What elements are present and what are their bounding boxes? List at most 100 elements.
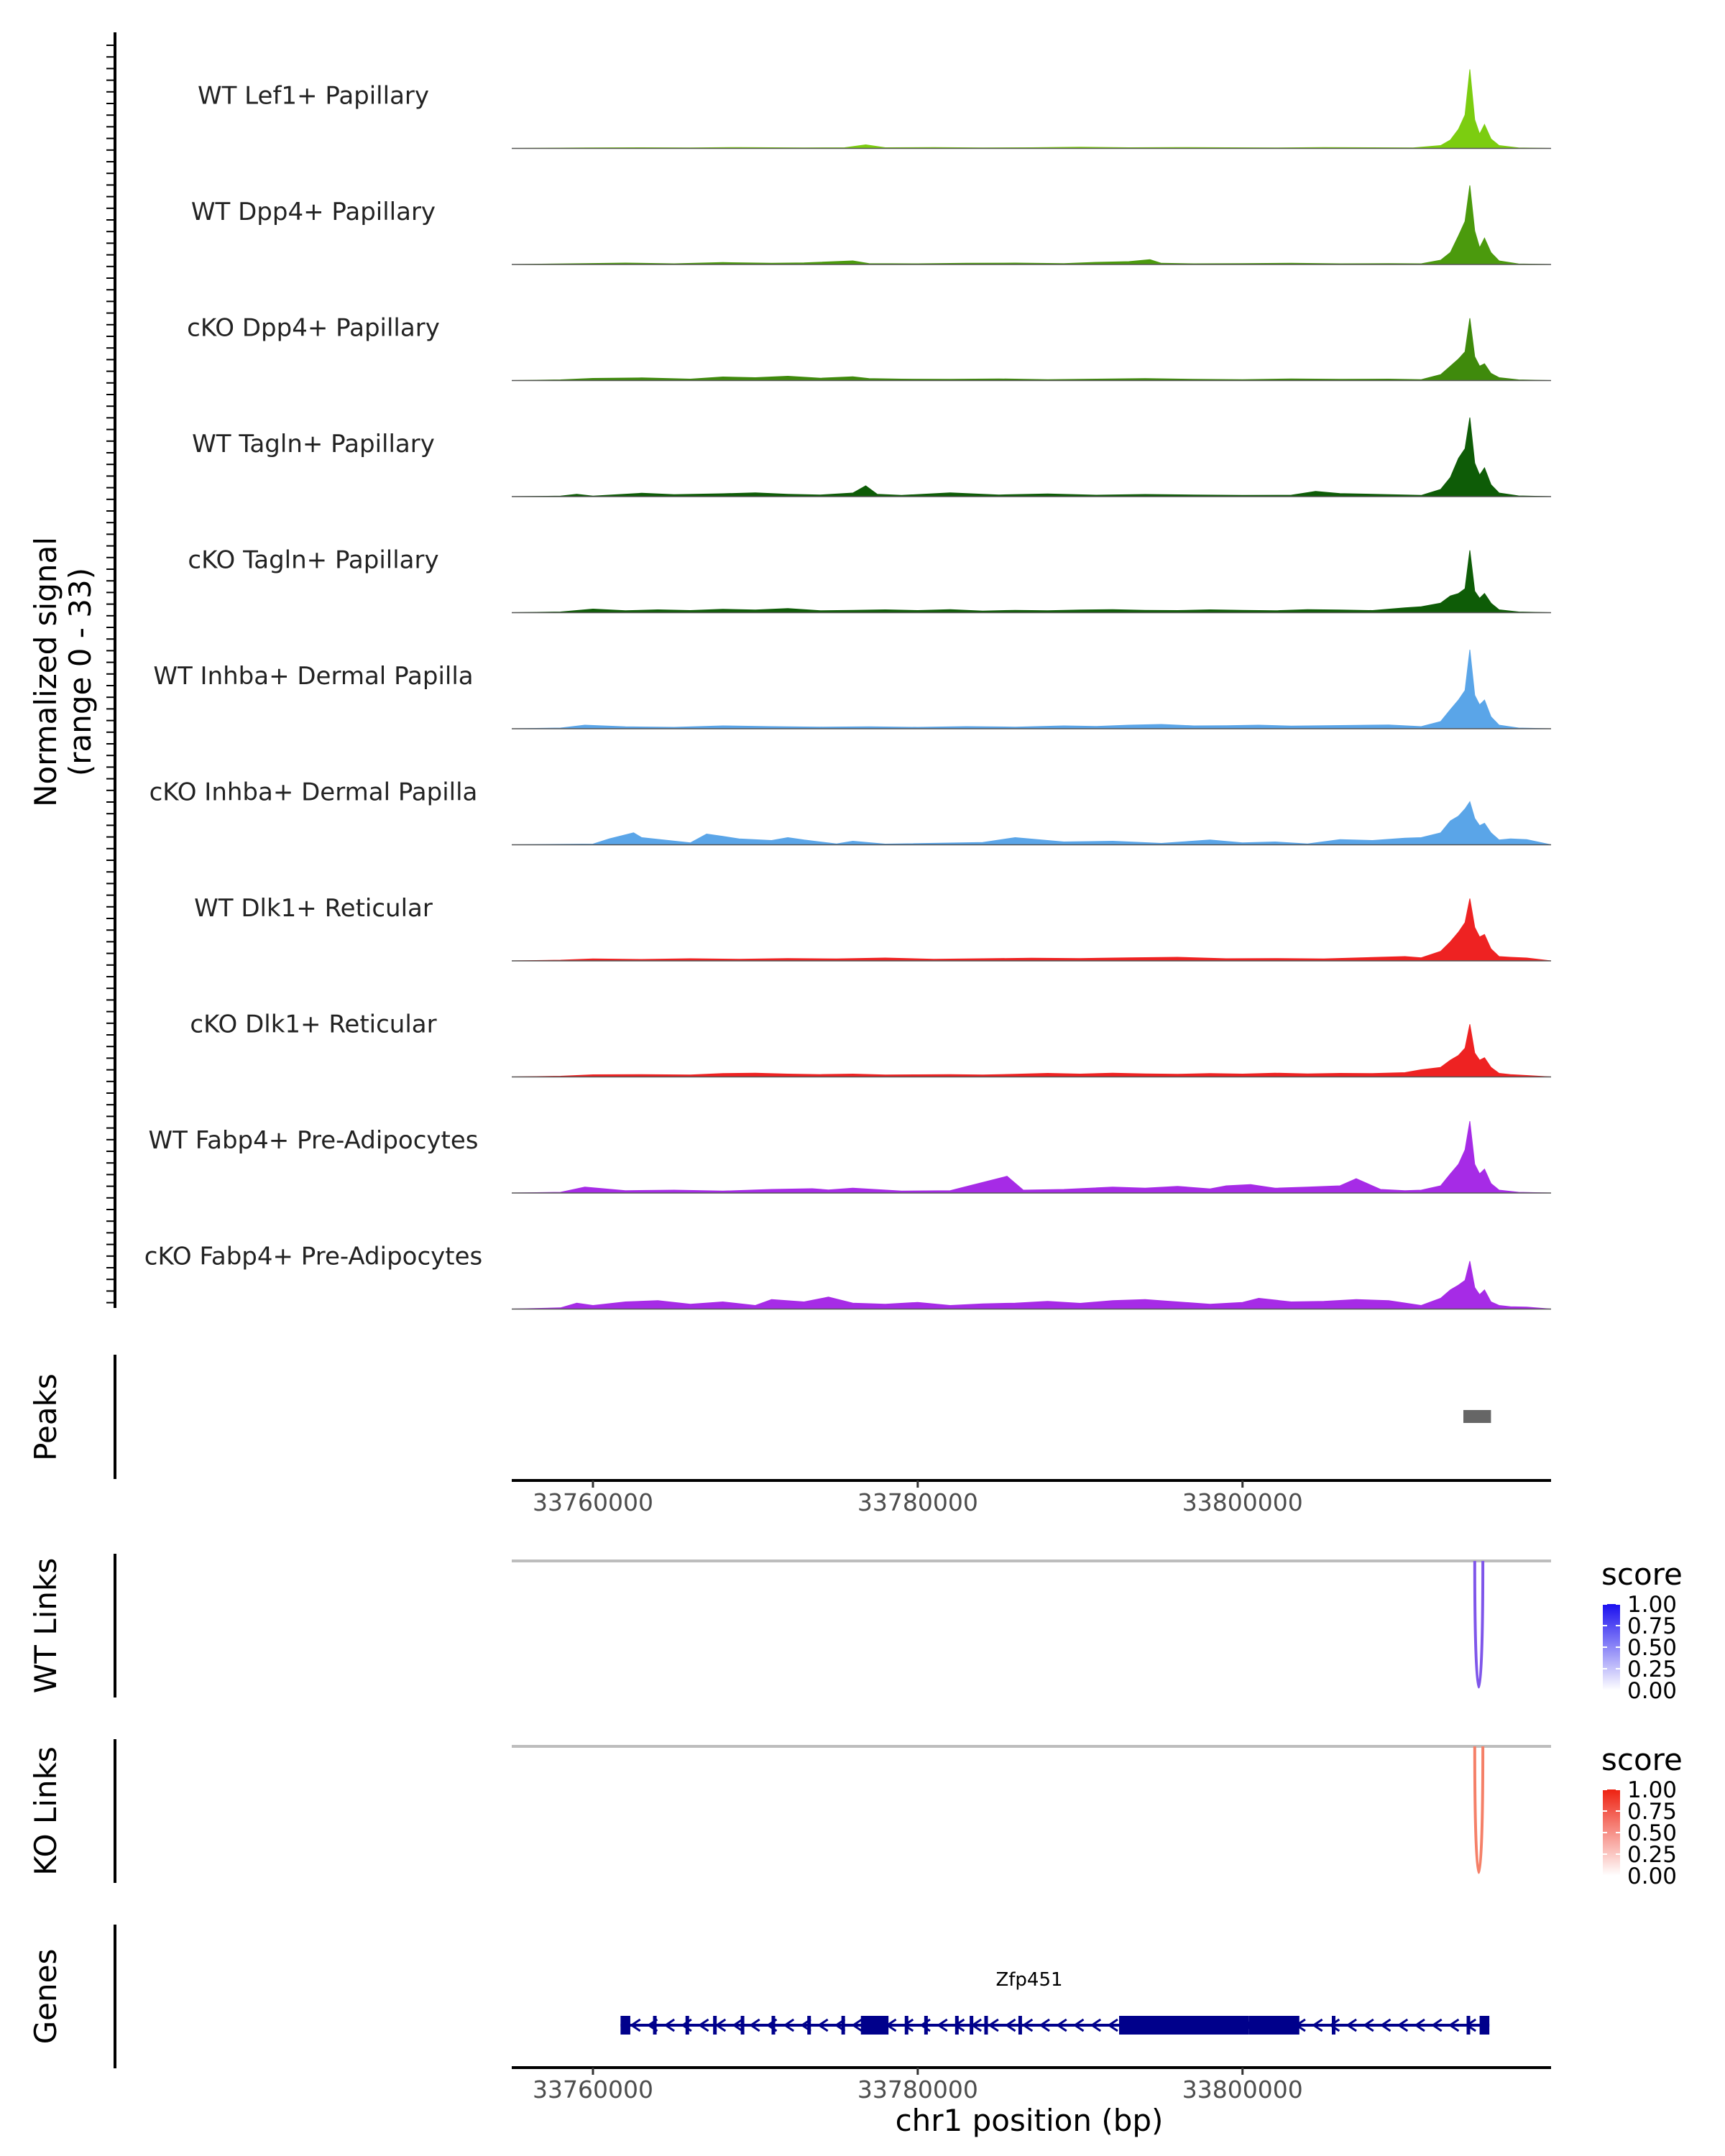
coverage-area	[511, 1120, 1552, 1194]
strand-arrow	[732, 2018, 743, 2032]
gene-exon	[685, 2016, 689, 2035]
genes-label: Genes	[28, 1949, 63, 2045]
coverage-y-ticks	[106, 45, 115, 1304]
track-label: cKO Fabp4+ Pre-Adipocytes	[144, 1243, 483, 1271]
strand-arrow	[902, 2018, 914, 2032]
x-tick-label: 33760000	[533, 2076, 653, 2104]
x-tick-label: 33800000	[1182, 1488, 1303, 1516]
legend-tick-label: 0.75	[1627, 1799, 1677, 1825]
ko-score-legend: score 1.000.750.500.250.00	[1601, 1742, 1683, 1889]
gene-exon	[807, 2016, 811, 2035]
link-arc	[1473, 1746, 1485, 1874]
coverage-track: WT Tagln+ Papillary	[192, 417, 1552, 497]
coverage-area	[511, 417, 1552, 497]
gene-exon	[970, 2016, 974, 2035]
coverage-tracks: WT Lef1+ Papillary WT Dpp4+ Papillary cKO …	[144, 69, 1552, 1310]
x-tick-label: 33780000	[857, 2076, 978, 2104]
strand-arrow	[1363, 2018, 1374, 2032]
legend-tick-label: 0.25	[1627, 1657, 1677, 1682]
track-label: WT Tagln+ Papillary	[192, 430, 435, 459]
link-arc	[1473, 1560, 1485, 1689]
strand-arrow	[1379, 2018, 1392, 2032]
wt-score-legend: score 1.000.750.500.250.00	[1601, 1557, 1683, 1704]
wt-link-arcs	[1473, 1560, 1485, 1689]
gene-name-label: Zfp451	[995, 1969, 1062, 1991]
strand-arrow	[783, 2018, 795, 2032]
gene-exon	[713, 2016, 717, 2035]
gene-exon	[984, 2016, 988, 2035]
peak-rect	[1463, 1410, 1491, 1423]
gene-exon	[1466, 2016, 1471, 2035]
gene-exon	[904, 2016, 908, 2035]
track-label: WT Lef1+ Papillary	[198, 82, 429, 111]
gene-model	[620, 2016, 1490, 2035]
gene-exon	[771, 2016, 776, 2035]
gene-exon	[1248, 2016, 1300, 2035]
gene-exon	[924, 2016, 928, 2035]
gene-exon	[1018, 2016, 1022, 2035]
legend-tick-label: 0.50	[1627, 1635, 1677, 1661]
coverage-track: cKO Fabp4+ Pre-Adipocytes	[144, 1243, 1552, 1310]
strand-arrow	[1311, 2018, 1323, 2032]
strand-arrow	[630, 2018, 641, 2032]
legend-tick-label: 0.00	[1627, 1864, 1677, 1889]
ko-legend-title: score	[1601, 1742, 1683, 1777]
strand-arrow	[1414, 2018, 1425, 2032]
x-tick-label: 33760000	[533, 1488, 653, 1516]
coverage-area	[511, 898, 1552, 962]
strand-arrow	[988, 2018, 999, 2032]
coverage-track: cKO Dlk1+ Reticular	[190, 1010, 1552, 1078]
strand-arrow	[1397, 2018, 1409, 2032]
strand-arrow	[1004, 2018, 1016, 2032]
peaks-label: Peaks	[28, 1373, 63, 1461]
gene-exon	[653, 2016, 657, 2035]
track-label: cKO Dpp4+ Papillary	[187, 314, 440, 343]
legend-tick-label: 0.00	[1627, 1678, 1677, 1704]
legend-tick-label: 0.25	[1627, 1842, 1677, 1868]
x-ticks-upper: 33760000 33780000 33800000	[533, 1480, 1303, 1516]
gene-exon	[860, 2016, 889, 2035]
strand-arrow	[1431, 2018, 1443, 2032]
legend-tick-label: 0.75	[1627, 1613, 1677, 1639]
coverage-track: cKO Tagln+ Papillary	[188, 546, 1552, 614]
track-label: cKO Tagln+ Papillary	[188, 546, 438, 575]
strand-arrow	[749, 2018, 760, 2032]
track-label: WT Inhba+ Dermal Papilla	[153, 662, 473, 691]
track-label: cKO Inhba+ Dermal Papilla	[150, 778, 478, 807]
wt-legend-ticks: 1.000.750.500.250.00	[1603, 1592, 1677, 1704]
strand-arrow	[714, 2018, 727, 2032]
x-tick-label: 33800000	[1182, 2076, 1303, 2104]
gene-exon	[1331, 2016, 1335, 2035]
coverage-track: cKO Inhba+ Dermal Papilla	[150, 778, 1552, 846]
coverage-area	[511, 649, 1552, 729]
x-ticks-lower: 33760000 33780000 33800000	[533, 2068, 1303, 2104]
coverage-track: WT Dlk1+ Reticular	[194, 894, 1552, 962]
coverage-ylabel-line2: (range 0 - 33)	[63, 568, 98, 776]
strand-arrow	[1021, 2018, 1034, 2032]
ko-links-panel: KO Links	[28, 1739, 1551, 1883]
strand-arrow	[697, 2018, 709, 2032]
strand-arrow	[1328, 2018, 1340, 2032]
x-tick-label: 33780000	[857, 1488, 978, 1516]
legend-tick-label: 0.50	[1627, 1820, 1677, 1846]
strand-arrow	[1346, 2018, 1357, 2032]
wt-links-label: WT Links	[28, 1558, 63, 1693]
track-label: WT Dlk1+ Reticular	[194, 894, 433, 923]
wt-links-panel: WT Links	[28, 1554, 1551, 1697]
coverage-area	[511, 318, 1552, 381]
coverage-track: cKO Dpp4+ Papillary	[187, 314, 1552, 382]
coverage-track: WT Lef1+ Papillary	[198, 69, 1552, 149]
legend-tick-label: 1.00	[1627, 1592, 1677, 1618]
strand-arrow	[1039, 2018, 1050, 2032]
coverage-area	[511, 1024, 1552, 1077]
ko-legend-ticks: 1.000.750.500.250.00	[1603, 1777, 1677, 1889]
ko-links-label: KO Links	[28, 1746, 63, 1876]
coverage-area	[511, 1261, 1552, 1309]
coverage-track: WT Dpp4+ Papillary	[191, 185, 1552, 265]
track-label: cKO Dlk1+ Reticular	[190, 1010, 436, 1039]
gene-exon	[954, 2016, 959, 2035]
gene-exon	[1479, 2016, 1490, 2035]
x-axis-label: chr1 position (bp)	[896, 2103, 1164, 2138]
strand-arrow	[1056, 2018, 1067, 2032]
